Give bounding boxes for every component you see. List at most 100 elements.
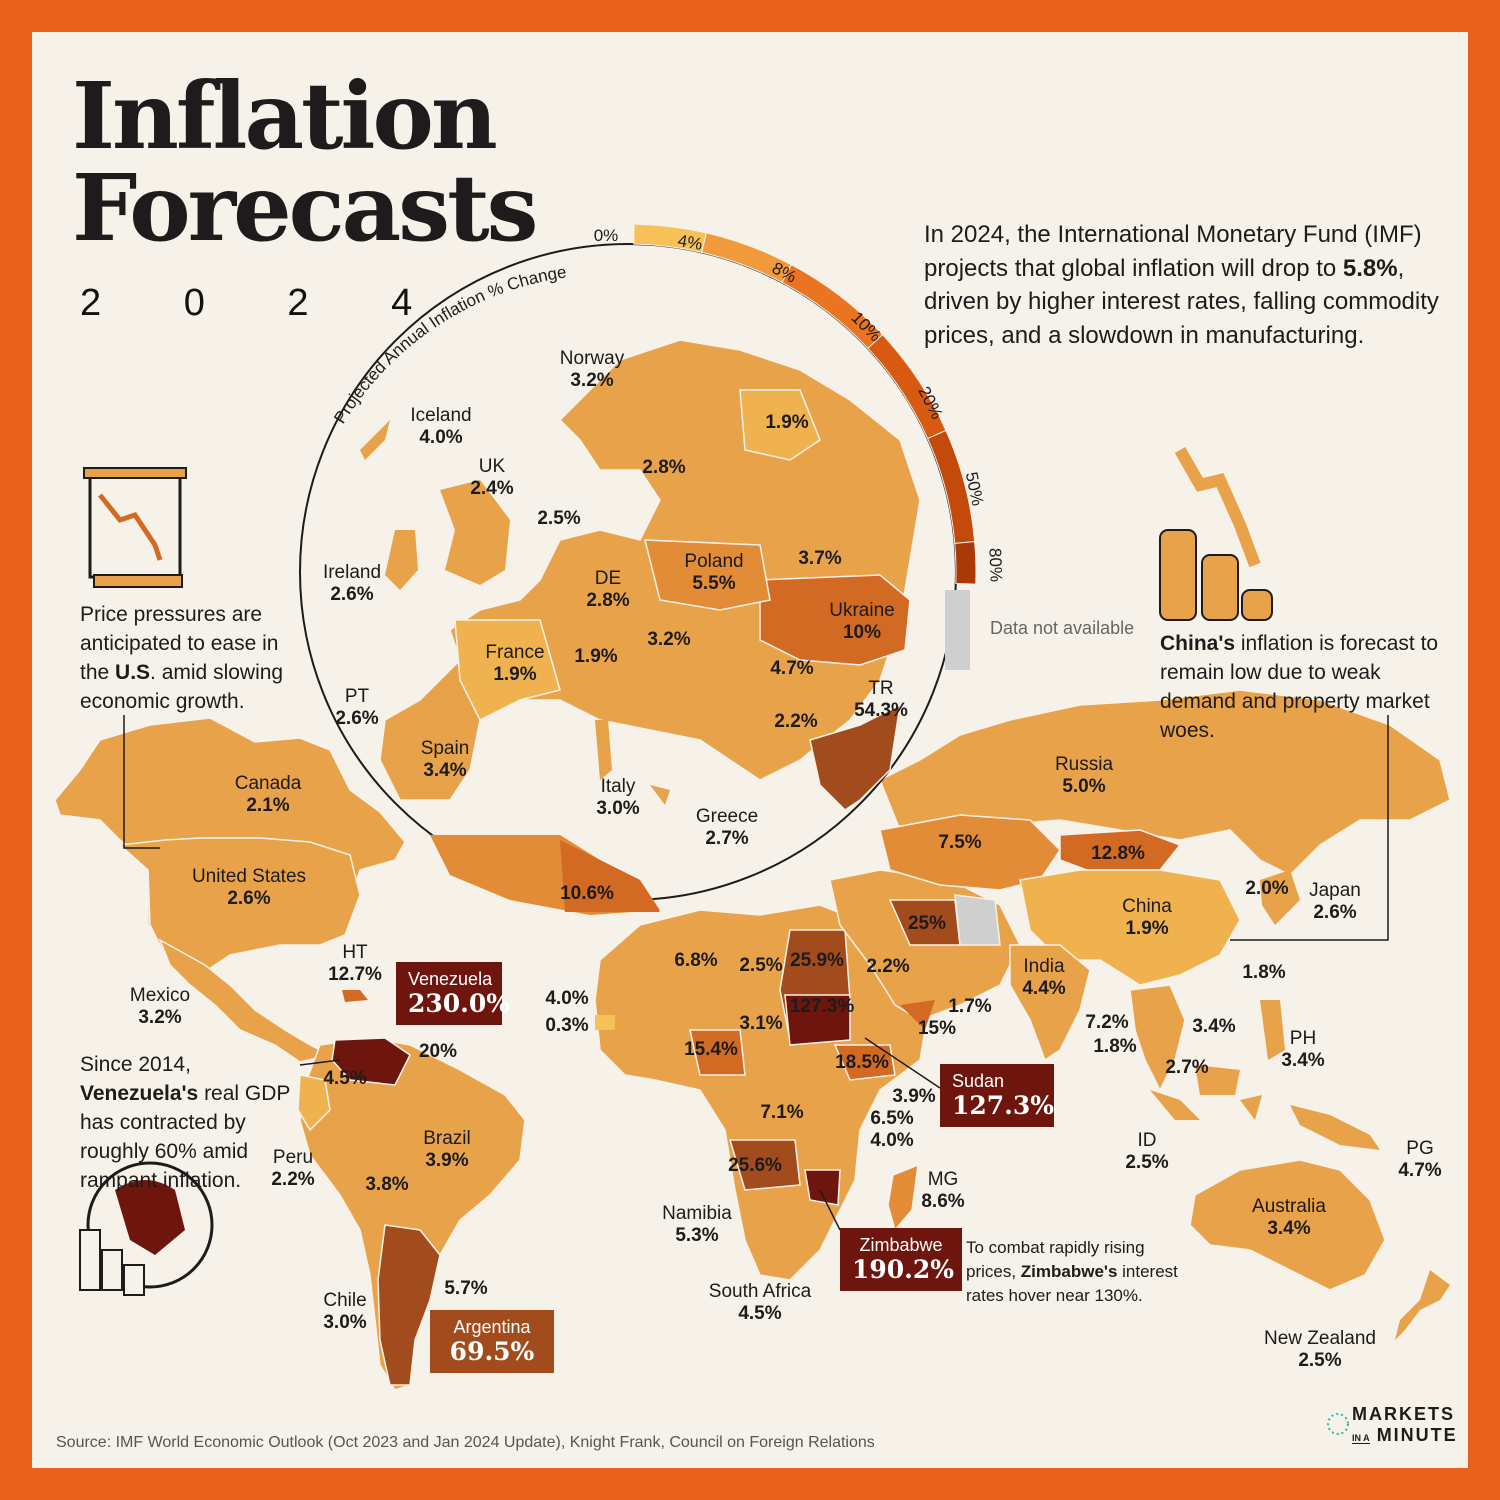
country-value: 3.2%: [570, 370, 614, 391]
country-label-turkey: TR 54.3%: [854, 678, 908, 722]
country-value: 2.5%: [1298, 1350, 1342, 1371]
country-value: 3.2%: [138, 1007, 182, 1028]
country-name: China: [1122, 896, 1172, 917]
country-name: Chile: [323, 1290, 367, 1311]
country-name: United States: [191, 866, 307, 887]
country-value: 4.0%: [419, 427, 463, 448]
map-region: [728, 1139, 801, 1191]
value-label: 20%: [418, 1041, 458, 1062]
map-region: [1195, 1065, 1240, 1095]
value-label: 15%: [917, 1018, 957, 1039]
country-value: 4.4%: [1022, 978, 1066, 999]
logo-line-1: MARKETS: [1352, 1404, 1455, 1424]
source-text: Source: IMF World Economic Outlook (Oct …: [56, 1434, 875, 1451]
venezuela-note-bold: Venezuela's: [80, 1082, 199, 1105]
us-note-bold: U.S: [115, 661, 151, 684]
falling-chart-icon: [83, 467, 187, 588]
map-region: [1260, 1000, 1285, 1060]
value-label: 1.7%: [948, 996, 992, 1017]
map-region: [1260, 870, 1300, 925]
highlight-value: 127.3%: [952, 1091, 1055, 1120]
value-label: 2.5%: [739, 955, 783, 976]
map-region: [1240, 1095, 1262, 1120]
intro-text-after: , driven by higher interest rates, falli…: [924, 254, 1439, 349]
country-value: 8.6%: [921, 1191, 965, 1212]
logo-line-2a: IN A: [1352, 1433, 1370, 1444]
zimbabwe-note-before: To combat rapidly rising prices,: [966, 1238, 1145, 1281]
value-label: 2.2%: [774, 711, 818, 732]
map-region: [900, 1000, 935, 1030]
country-value: 54.3%: [854, 700, 908, 721]
country-name: Australia: [1252, 1196, 1326, 1217]
country-value: 3.0%: [323, 1312, 367, 1333]
country-name: Spain: [420, 738, 470, 759]
country-value: 3.4%: [423, 760, 467, 781]
intro-text: In 2024, the International Monetary Fund…: [924, 218, 1454, 352]
china-note-after: inflation is forecast to remain low due …: [1160, 632, 1439, 742]
value-label: 5.7%: [444, 1278, 488, 1299]
legend-na-label: Data not available: [990, 618, 1135, 638]
highlight-box-argentina: Argentina 69.5%: [430, 1310, 554, 1373]
value-label: 1.9%: [765, 412, 809, 433]
us-note-before: Price pressures are anticipated to ease …: [80, 603, 279, 684]
map-region: [1189, 1159, 1386, 1291]
value-label: 6.5%: [870, 1108, 914, 1129]
value-label: 2.2%: [866, 956, 910, 977]
map-region: [1150, 1090, 1200, 1120]
country-name: HT: [342, 942, 368, 963]
country-label-philippines: PH 3.4%: [1281, 1028, 1324, 1072]
country-value: 5.5%: [692, 573, 736, 594]
highlight-value: 190.2%: [852, 1255, 955, 1284]
map-region: [759, 574, 911, 666]
country-name: TR: [868, 678, 894, 699]
value-label: 4.7%: [770, 658, 814, 679]
country-value: 5.0%: [1062, 776, 1106, 797]
country-label-madagascar: MG 8.6%: [921, 1169, 964, 1213]
value-label: 25%: [907, 913, 947, 934]
country-value: 2.4%: [470, 478, 514, 499]
country-value: 2.5%: [1125, 1152, 1169, 1173]
map-region: [118, 837, 361, 976]
value-label: 25.9%: [790, 950, 844, 971]
highlight-box-sudan: Sudan 127.3%: [940, 1064, 1054, 1127]
value-label: 4.0%: [870, 1130, 914, 1151]
map-region: [385, 530, 418, 590]
map-region: [377, 1224, 441, 1386]
country-label-mexico: Mexico 3.2%: [130, 985, 190, 1029]
title-year: 2 0 2 4: [80, 282, 449, 324]
value-label: 3.4%: [1192, 1016, 1236, 1037]
value-label: 1.8%: [1093, 1036, 1137, 1057]
intro-highlight: 5.8%: [1342, 254, 1398, 282]
country-name: Norway: [559, 348, 625, 369]
venezuela-note-after: real GDP has contracted by roughly 60% a…: [80, 1082, 291, 1192]
country-name: Japan: [1309, 880, 1361, 901]
callout-line: [299, 1059, 341, 1066]
country-name: PG: [1406, 1138, 1434, 1159]
map-region: [331, 1037, 411, 1086]
callout-line: [864, 1037, 941, 1089]
value-label: 6.8%: [674, 950, 718, 971]
country-label-south-africa: South Africa 4.5%: [709, 1281, 811, 1325]
title-line-2: Forecasts: [72, 154, 538, 262]
title-line-1: Inflation: [72, 62, 498, 170]
value-label: 7.5%: [938, 832, 982, 853]
country-value: 3.9%: [425, 1150, 469, 1171]
legend-tick: 4%: [676, 231, 704, 254]
value-label: 3.2%: [647, 629, 691, 650]
country-value: 3.4%: [1281, 1050, 1325, 1071]
map-region: [440, 480, 510, 585]
map-region: [689, 1029, 746, 1076]
map-region: [739, 389, 821, 461]
value-label: 4.0%: [545, 988, 589, 1009]
highlight-value: 230.0%: [408, 989, 511, 1018]
value-label: 2.0%: [1245, 878, 1289, 899]
country-label-brazil: Brazil 3.9%: [423, 1128, 471, 1172]
country-value: 4.5%: [738, 1303, 782, 1324]
country-label-australia: Australia 3.4%: [1252, 1196, 1326, 1240]
map-region: [833, 1044, 896, 1081]
map-region: [1395, 1270, 1450, 1340]
country-label-uk: UK 2.4%: [470, 456, 513, 500]
zimbabwe-note: To combat rapidly rising prices, Zimbabw…: [966, 1236, 1181, 1308]
map-region: [804, 1169, 841, 1206]
